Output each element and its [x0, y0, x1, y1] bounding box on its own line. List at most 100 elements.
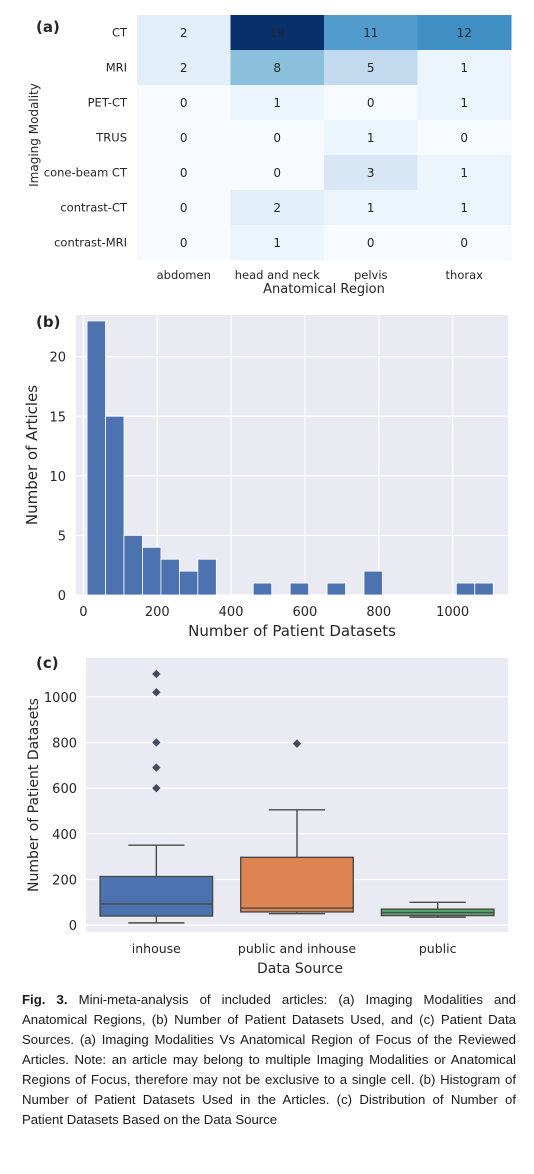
- histogram-y-tick-label: 15: [49, 410, 66, 425]
- heatmap-cell: [324, 120, 418, 156]
- heatmap-cell: [230, 85, 325, 121]
- boxplot-chart: (c) inhouse public and inhouse public 0 200…: [26, 654, 508, 977]
- heatmap-cell-value: 0: [460, 131, 468, 145]
- histogram-x-tick-label: 1000: [436, 605, 469, 620]
- histogram-bar: [455, 582, 476, 596]
- heatmap-y-tick-label: cone-beam CT: [44, 166, 128, 180]
- boxplot-y-tick-label: 200: [52, 873, 77, 888]
- caption-fig-label: Fig. 3.: [22, 992, 68, 1007]
- heatmap-cell-value: 0: [273, 166, 281, 180]
- heatmap-cell: [230, 225, 325, 261]
- heatmap-cell-value: 1: [273, 236, 281, 250]
- heatmap-cell-value: 2: [180, 26, 188, 40]
- heatmap-cell-value: 0: [460, 236, 468, 250]
- boxplot-x-tick-label: public: [419, 941, 457, 956]
- heatmap-x-tick-label: head and neck: [235, 268, 320, 282]
- heatmap-cell-value: 2: [180, 61, 188, 75]
- heatmap-y-tick-label: contrast-CT: [60, 201, 128, 215]
- histogram-y-tick-label: 0: [58, 589, 66, 604]
- boxplot-x-tick-label: inhouse: [132, 941, 181, 956]
- heatmap-cell: [230, 15, 325, 51]
- boxplot-y-tick-label: 600: [52, 782, 77, 797]
- heatmap-y-axis-label: Imaging Modality: [27, 83, 41, 187]
- histogram-x-tick-label: 600: [293, 605, 318, 620]
- histogram-bar: [160, 558, 180, 596]
- heatmap-cell: [324, 155, 418, 191]
- heatmap-cell: [417, 85, 512, 121]
- boxplot-outlier: [152, 688, 161, 697]
- histogram-bar: [86, 320, 106, 596]
- histogram-chart: (b) 0 200 400 600 800 1000 0 5 10 15 20 Number of…: [23, 313, 508, 640]
- histogram-y-tick-label: 20: [49, 351, 66, 366]
- heatmap-y-tick-label: PET-CT: [88, 96, 128, 110]
- boxplot-y-axis-label: Number of Patient Datasets: [26, 698, 42, 892]
- histogram-bar: [142, 546, 162, 596]
- heatmap-cell-value: 1: [460, 201, 468, 215]
- heatmap-y-tick-label: TRUS: [95, 131, 127, 145]
- panel-label-c: (c): [36, 654, 59, 672]
- heatmap-cell-value: 1: [460, 96, 468, 110]
- boxplot-y-tick-label: 400: [52, 828, 77, 843]
- heatmap-cell-value: 0: [180, 236, 188, 250]
- heatmap-cell-value: 1: [460, 166, 468, 180]
- heatmap-cell-value: 5: [367, 61, 375, 75]
- heatmap-cell: [324, 85, 418, 121]
- heatmap-cell-value: 12: [457, 26, 472, 40]
- heatmap-cell-value: 1: [273, 96, 281, 110]
- heatmap-cell: [137, 190, 231, 226]
- heatmap-cell: [417, 225, 512, 261]
- heatmap-y-tick-label: MRI: [106, 61, 127, 75]
- boxplot-box: [240, 856, 354, 913]
- heatmap-x-axis-label: Anatomical Region: [263, 282, 385, 297]
- heatmap-cell-value: 11: [363, 26, 378, 40]
- panel-label-b: (b): [36, 313, 60, 331]
- histogram-bar: [289, 582, 310, 596]
- heatmap-cell: [137, 225, 231, 261]
- boxplot-y-tick-label: 0: [69, 919, 77, 934]
- boxplot-x-axis-label: Data Source: [257, 961, 343, 977]
- heatmap-cell-value: 0: [367, 96, 375, 110]
- heatmap-cell-value: 8: [273, 61, 281, 75]
- heatmap-chart: (a) 2 19 11 122 8 5 10 1 0 10 0 1 00 0 3 10 2 1 10 1 0 0 CTMR…: [27, 15, 512, 297]
- heatmap-cell: [230, 190, 325, 226]
- heatmap-cell-value: 3: [367, 166, 375, 180]
- boxplot-y-tick-label: 1000: [44, 691, 77, 706]
- histogram-x-tick-label: 400: [219, 605, 244, 620]
- heatmap-cell: [324, 50, 418, 86]
- heatmap-y-tick-label: contrast-MRI: [54, 236, 127, 250]
- heatmap-cell-value: 1: [367, 131, 375, 145]
- heatmap-cell: [230, 155, 325, 191]
- caption-text: Mini-meta-analysis of included articles:…: [22, 992, 516, 1127]
- histogram-bar: [197, 558, 217, 596]
- panel-label-a: (a): [36, 18, 60, 36]
- heatmap-cell: [137, 15, 231, 51]
- heatmap-cell-value: 1: [367, 201, 375, 215]
- heatmap-cell: [324, 15, 418, 51]
- histogram-bar: [363, 570, 383, 596]
- heatmap-cell: [417, 120, 512, 156]
- boxplot-box: [99, 875, 214, 917]
- boxplot-y-tick-label: 800: [52, 736, 77, 751]
- heatmap-cell: [417, 50, 512, 86]
- heatmap-x-tick-label: abdomen: [157, 268, 211, 282]
- heatmap-cell-value: 0: [180, 201, 188, 215]
- heatmap-x-tick-label: thorax: [446, 268, 484, 282]
- heatmap-cell-value: 0: [180, 96, 188, 110]
- heatmap-cell-value: 19: [270, 26, 285, 40]
- heatmap-cell-value: 0: [180, 131, 188, 145]
- boxplot-outlier: [292, 739, 302, 748]
- heatmap-cell: [230, 120, 325, 156]
- heatmap-cell-value: 0: [367, 236, 375, 250]
- histogram-x-tick-label: 0: [79, 605, 87, 620]
- heatmap-cell: [137, 120, 231, 156]
- heatmap-cell-value: 0: [180, 166, 188, 180]
- heatmap-y-tick-label: CT: [112, 26, 128, 40]
- histogram-y-tick-label: 10: [49, 470, 66, 485]
- heatmap-cell-value: 1: [460, 61, 468, 75]
- heatmap-cell: [230, 50, 325, 86]
- heatmap-cell: [417, 15, 512, 51]
- histogram-bar: [474, 582, 494, 596]
- heatmap-cell: [417, 155, 512, 191]
- heatmap-x-tick-label: pelvis: [354, 268, 388, 282]
- heatmap-cell: [324, 190, 418, 226]
